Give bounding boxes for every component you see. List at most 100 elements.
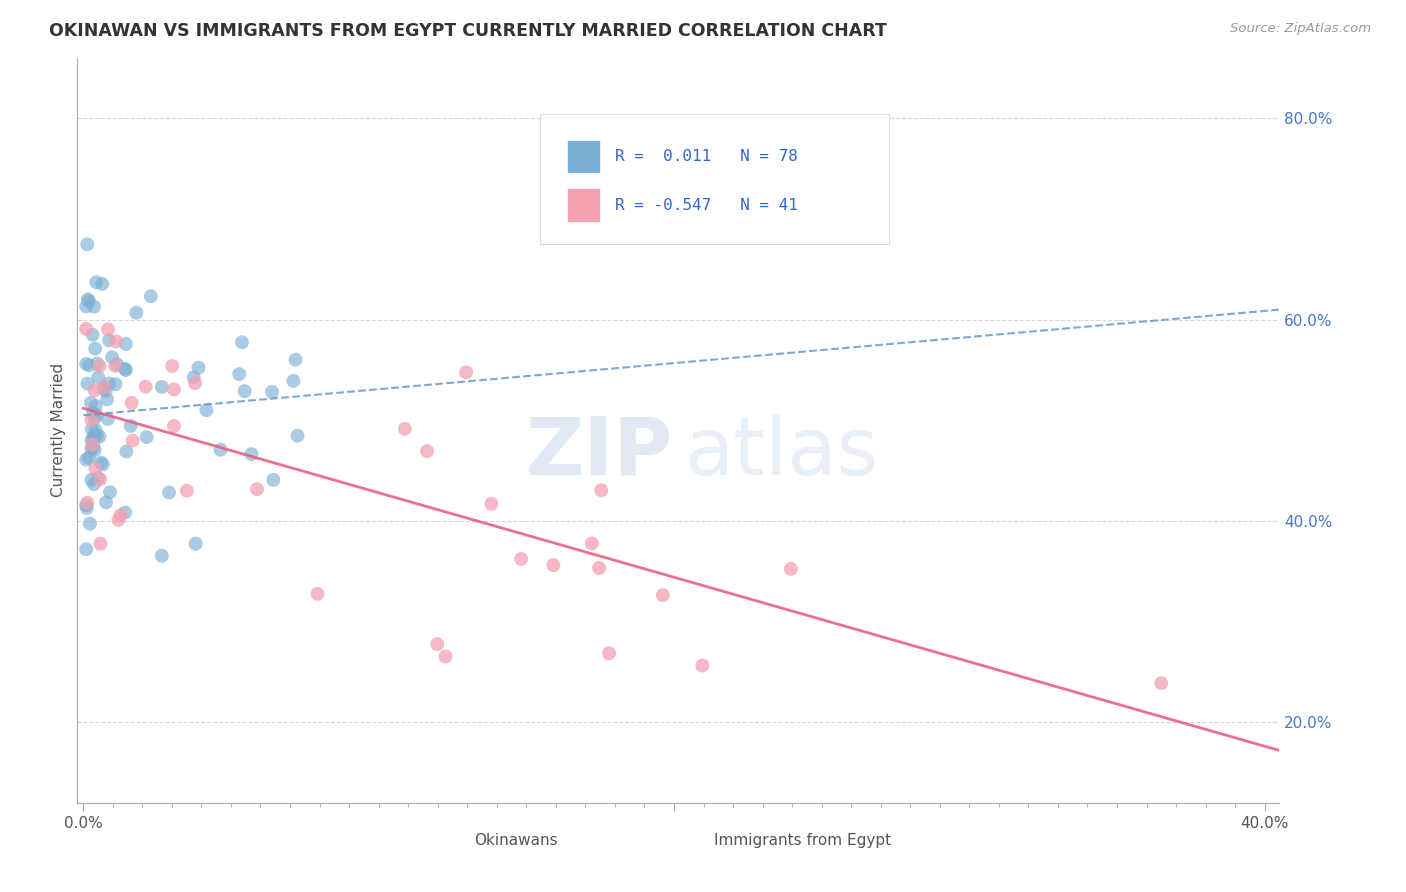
Point: [692, 658, 714, 673]
Point: [184, 376, 207, 391]
Point: [93, 380, 115, 394]
Point: [121, 434, 143, 448]
Point: [75, 357, 97, 371]
Point: [80, 434, 103, 448]
Point: [89, 359, 111, 373]
Point: [93, 381, 115, 395]
Point: [89, 472, 111, 486]
Point: [83, 442, 105, 457]
Point: [114, 363, 136, 377]
Point: [426, 637, 449, 651]
Point: [1150, 676, 1173, 690]
Point: [96, 392, 118, 407]
Point: [84, 399, 107, 413]
Point: [283, 374, 305, 388]
Point: [80, 413, 103, 427]
Point: [83, 300, 105, 314]
Point: [105, 334, 128, 349]
Point: [543, 558, 565, 573]
Point: [240, 447, 263, 461]
Point: [82, 437, 104, 451]
Point: [231, 335, 253, 350]
Point: [94, 384, 117, 398]
Point: [97, 322, 120, 336]
Point: [581, 536, 603, 550]
Point: [101, 351, 124, 365]
FancyBboxPatch shape: [679, 829, 704, 851]
Point: [598, 646, 620, 660]
Point: [90, 456, 112, 470]
Point: [246, 482, 269, 496]
Point: [75, 542, 97, 557]
Point: [77, 359, 100, 373]
Point: [135, 379, 157, 393]
Point: [76, 501, 98, 516]
Point: [91, 458, 114, 472]
Y-axis label: Currently Married: Currently Married: [51, 363, 66, 498]
Point: [591, 483, 613, 498]
Point: [75, 300, 97, 314]
Point: [287, 428, 309, 442]
FancyBboxPatch shape: [439, 829, 464, 851]
Point: [114, 506, 136, 520]
Point: [94, 495, 117, 509]
Point: [79, 516, 101, 531]
Point: [98, 376, 121, 391]
Point: [139, 289, 162, 303]
Point: [651, 588, 673, 602]
Point: [157, 485, 180, 500]
FancyBboxPatch shape: [567, 188, 600, 222]
Point: [510, 552, 533, 566]
Point: [86, 275, 108, 289]
Point: [779, 562, 801, 576]
Point: [163, 419, 186, 434]
Point: [120, 418, 142, 433]
Point: [114, 337, 136, 351]
Point: [83, 477, 105, 491]
Point: [150, 549, 173, 563]
Point: [394, 422, 416, 436]
Point: [76, 237, 98, 252]
Point: [284, 352, 307, 367]
Point: [84, 423, 107, 437]
FancyBboxPatch shape: [567, 140, 600, 173]
Point: [89, 537, 111, 551]
Point: [121, 396, 143, 410]
Point: [98, 333, 121, 347]
Point: [262, 473, 284, 487]
Point: [76, 376, 98, 391]
Text: ZIP: ZIP: [524, 414, 672, 491]
Point: [98, 485, 121, 500]
Point: [86, 357, 108, 371]
Point: [233, 384, 256, 399]
Point: [83, 429, 105, 443]
Point: [150, 380, 173, 394]
Point: [83, 384, 105, 398]
Point: [115, 444, 138, 458]
Point: [83, 411, 105, 425]
Point: [114, 362, 136, 376]
Point: [209, 442, 232, 457]
Point: [75, 322, 97, 336]
Text: R =  0.011   N = 78: R = 0.011 N = 78: [614, 149, 797, 164]
Point: [87, 471, 110, 485]
Text: OKINAWAN VS IMMIGRANTS FROM EGYPT CURRENTLY MARRIED CORRELATION CHART: OKINAWAN VS IMMIGRANTS FROM EGYPT CURREN…: [49, 22, 887, 40]
Point: [82, 430, 104, 444]
Point: [75, 498, 97, 512]
Point: [588, 561, 610, 575]
Point: [82, 437, 104, 451]
Point: [86, 408, 108, 422]
Text: Source: ZipAtlas.com: Source: ZipAtlas.com: [1230, 22, 1371, 36]
Point: [454, 365, 477, 379]
Point: [80, 422, 103, 436]
Point: [107, 513, 129, 527]
Point: [195, 403, 218, 417]
Point: [183, 370, 205, 384]
Text: Okinawans: Okinawans: [474, 832, 558, 847]
Point: [135, 430, 157, 444]
Point: [76, 496, 98, 510]
Point: [434, 649, 457, 664]
Point: [82, 327, 104, 342]
Point: [77, 294, 100, 309]
Point: [77, 450, 100, 465]
